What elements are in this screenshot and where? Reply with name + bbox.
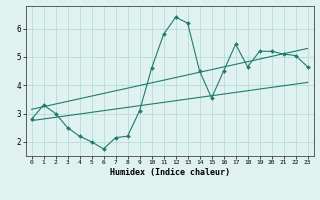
- X-axis label: Humidex (Indice chaleur): Humidex (Indice chaleur): [109, 168, 230, 177]
